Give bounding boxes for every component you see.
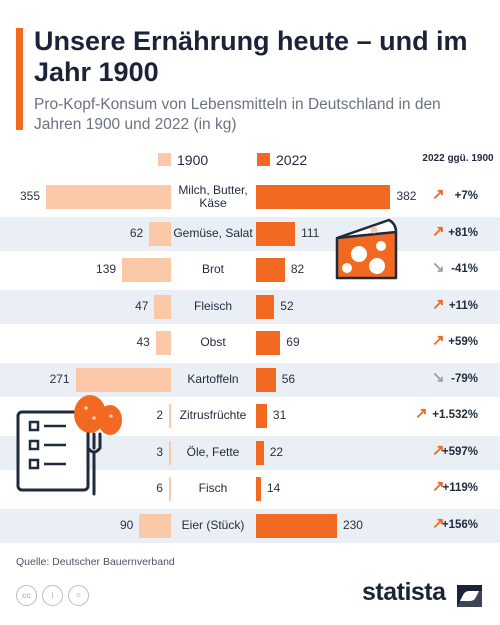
- chart-subtitle: Pro-Kopf-Konsum von Lebensmitteln in Deu…: [34, 96, 441, 133]
- trend-up-arrow-icon: ↗: [432, 441, 445, 459]
- bar-2022: [256, 440, 264, 465]
- trend-down-arrow-icon: ↘: [432, 259, 445, 276]
- value-label-2022: 56: [281, 371, 296, 386]
- change-column-header: 2022 ggü. 1900: [422, 153, 494, 164]
- legend-label-1900: 1900: [177, 152, 209, 168]
- bar-2022: [256, 294, 275, 319]
- category-label: Milch, Butter, Käse: [178, 183, 248, 210]
- value-label-2022: 82: [290, 262, 305, 276]
- chart-row: 62 Gemüse, Salat 111 ↗ +81%: [0, 216, 500, 251]
- bar-1900: [122, 258, 171, 282]
- change-label: +119%: [442, 482, 479, 494]
- change-label: +7%: [454, 190, 478, 202]
- trend-up-arrow-icon: ↗: [432, 478, 445, 495]
- value-label-1900: 6: [156, 481, 163, 495]
- category-label: Zitrusfrüchte: [179, 408, 247, 422]
- chart-row: 2 Zitrusfrüchte 31 ↗ +1.532%: [0, 399, 500, 433]
- value-label-1900: 139: [96, 262, 117, 276]
- value-label-2022: 22: [269, 444, 284, 459]
- value-label-1900: 47: [135, 298, 149, 313]
- bar-2022: [256, 404, 267, 428]
- statista-logo-icon: [457, 585, 482, 607]
- trend-up-arrow-icon: ↗: [432, 222, 445, 240]
- value-label-1900: 2: [156, 408, 163, 422]
- change-label: +156%: [441, 518, 478, 531]
- change-label: -79%: [451, 372, 478, 385]
- attribution-icon: i: [42, 585, 63, 606]
- trend-up-arrow-icon: ↗: [415, 405, 428, 422]
- category-label: Gemüse, Salat: [173, 225, 253, 240]
- trend-down-arrow-icon: ↘: [432, 368, 445, 386]
- trend-up-arrow-icon: ↗: [432, 332, 445, 349]
- cheese-icon: [335, 218, 398, 280]
- trend-up-arrow-icon: ↗: [432, 514, 445, 532]
- potato-icon: [74, 395, 122, 435]
- value-label-2022: 382: [396, 189, 417, 203]
- bar-2022: [256, 258, 285, 282]
- trend-up-arrow-icon: ↗: [432, 295, 445, 313]
- legend-item-2022: 2022: [257, 152, 307, 168]
- no-derivatives-icon: =: [68, 585, 89, 606]
- creative-commons-icon: cc: [16, 585, 37, 606]
- change-label: -41%: [451, 263, 478, 275]
- category-label: Fleisch: [193, 298, 232, 313]
- chart-row: 6 Fisch 14 ↗ +119%: [0, 472, 500, 506]
- change-label: +11%: [448, 299, 478, 312]
- bar-2022: [256, 477, 261, 501]
- value-label-1900: 3: [156, 444, 163, 459]
- change-label: +1.532%: [432, 409, 478, 421]
- license-icons: cc i =: [16, 585, 94, 606]
- bar-1900: [46, 185, 171, 209]
- category-label: Kartoffeln: [187, 371, 239, 386]
- change-label: +59%: [448, 336, 478, 348]
- bar-1900: [139, 513, 171, 538]
- chart-row: 139 Brot 82 ↘ -41%: [0, 253, 500, 287]
- value-label-2022: 31: [272, 408, 287, 422]
- value-label-1900: 355: [20, 189, 41, 203]
- bar-1900: [168, 477, 171, 501]
- chart-row: 271 Kartoffeln 56 ↘ -79%: [0, 362, 500, 397]
- legend-item-1900: 1900: [158, 152, 208, 168]
- chart-row: 47 Fleisch 52 ↗ +11%: [0, 289, 500, 324]
- chart-row: 90 Eier (Stück) 230 ↗ +156%: [0, 508, 500, 543]
- category-label: Brot: [201, 262, 224, 276]
- statista-logo: statista: [362, 578, 446, 606]
- source-note: Quelle: Deutscher Bauernverband: [16, 556, 175, 568]
- legend-swatch-1900: [158, 153, 171, 166]
- category-label: Obst: [200, 335, 226, 349]
- value-label-1900: 62: [129, 225, 144, 240]
- chart-title: Unsere Ernährung heute – und im Jahr 190…: [34, 26, 468, 87]
- chart-row: 355 Milch, Butter, Käse 382 ↗ +7%: [0, 180, 500, 214]
- category-label: Öle, Fette: [186, 444, 240, 459]
- bar-1900: [154, 294, 171, 319]
- value-label-1900: 43: [136, 335, 150, 349]
- bar-2022: [256, 221, 296, 246]
- bar-2022: [256, 331, 281, 355]
- chart-row: 43 Obst 69 ↗ +59%: [0, 326, 500, 360]
- value-label-2022: 230: [342, 517, 363, 532]
- value-label-2022: 69: [286, 335, 300, 349]
- category-label: Eier (Stück): [181, 517, 245, 532]
- value-label-1900: 90: [119, 517, 134, 532]
- legend-label-2022: 2022: [276, 152, 308, 168]
- bar-1900: [169, 404, 171, 428]
- bar-2022: [256, 513, 337, 538]
- value-label-1900: 271: [49, 371, 70, 386]
- bar-1900: [149, 221, 171, 246]
- bar-1900: [75, 367, 171, 392]
- value-label-2022: 111: [301, 225, 320, 240]
- bar-2022: [256, 185, 391, 209]
- title-accent-bar: [16, 28, 23, 130]
- change-label: +81%: [448, 226, 478, 239]
- value-label-2022: 14: [266, 481, 281, 495]
- legend-swatch-2022: [257, 153, 270, 166]
- trend-up-arrow-icon: ↗: [432, 186, 445, 203]
- bar-1900: [169, 440, 171, 465]
- change-label: +597%: [441, 445, 478, 458]
- value-label-2022: 52: [280, 298, 294, 313]
- bar-2022: [256, 367, 276, 392]
- bar-1900: [155, 331, 171, 355]
- checklist-fork-icon: [16, 395, 122, 496]
- category-label: Fisch: [198, 481, 228, 495]
